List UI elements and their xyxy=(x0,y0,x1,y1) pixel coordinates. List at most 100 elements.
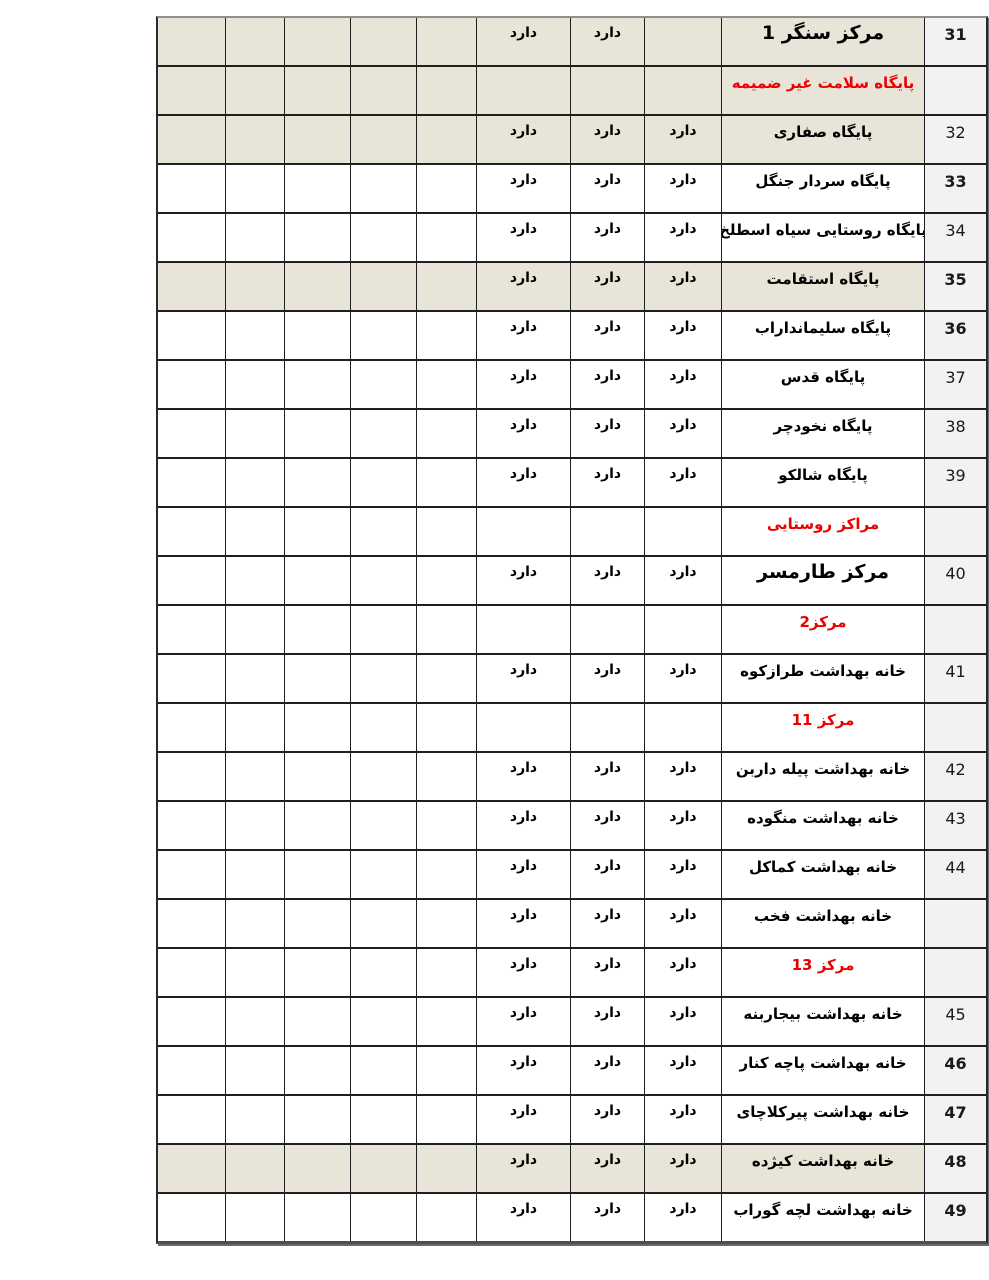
empty-cell xyxy=(417,1047,476,1094)
status-cell: دارد xyxy=(645,655,721,702)
facility-name-cell: مرکز طارمسر xyxy=(722,557,924,604)
empty-cell xyxy=(226,1145,284,1192)
empty-cell xyxy=(351,214,416,261)
empty-cell xyxy=(226,557,284,604)
empty-cell xyxy=(351,606,416,653)
empty-cell xyxy=(285,459,350,506)
empty-cell xyxy=(158,410,225,457)
empty-cell xyxy=(417,18,476,65)
empty-cell xyxy=(158,655,225,702)
empty-cell xyxy=(351,802,416,849)
empty-cell xyxy=(417,165,476,212)
status-cell: دارد xyxy=(477,1047,570,1094)
empty-cell xyxy=(226,214,284,261)
status-cell: دارد xyxy=(571,949,644,996)
empty-cell xyxy=(226,263,284,310)
status-cell xyxy=(571,704,644,751)
empty-cell xyxy=(226,116,284,163)
empty-cell xyxy=(158,900,225,947)
facility-name-cell: مرکز سنگر 1 xyxy=(722,18,924,65)
empty-cell xyxy=(351,704,416,751)
empty-cell xyxy=(285,312,350,359)
health-facilities-table: 31 مرکز سنگر 1 دارد دارد پایگاه سلامت غی… xyxy=(156,16,988,1244)
facility-name-cell: خانه بهداشت پاچه کنار xyxy=(722,1047,924,1094)
row-number-cell: 35 xyxy=(925,263,986,310)
status-cell: دارد xyxy=(645,165,721,212)
empty-cell xyxy=(226,459,284,506)
empty-cell xyxy=(226,998,284,1045)
empty-cell xyxy=(226,165,284,212)
status-cell: دارد xyxy=(645,1194,721,1241)
empty-cell xyxy=(158,802,225,849)
empty-cell xyxy=(226,655,284,702)
status-cell: دارد xyxy=(571,165,644,212)
empty-cell xyxy=(226,900,284,947)
empty-cell xyxy=(285,949,350,996)
empty-cell xyxy=(285,557,350,604)
status-cell: دارد xyxy=(645,557,721,604)
status-cell: دارد xyxy=(477,410,570,457)
empty-cell xyxy=(417,214,476,261)
facility-name-cell: پایگاه نخودچر xyxy=(722,410,924,457)
status-cell: دارد xyxy=(477,263,570,310)
empty-cell xyxy=(417,459,476,506)
status-cell: دارد xyxy=(571,410,644,457)
empty-cell xyxy=(285,753,350,800)
empty-cell xyxy=(285,263,350,310)
status-cell: دارد xyxy=(477,214,570,261)
status-cell xyxy=(477,67,570,114)
row-number-cell xyxy=(925,606,986,653)
row-number-cell xyxy=(925,949,986,996)
empty-cell xyxy=(285,606,350,653)
status-cell: دارد xyxy=(571,1047,644,1094)
empty-cell xyxy=(158,459,225,506)
empty-cell xyxy=(226,67,284,114)
status-cell xyxy=(645,508,721,555)
row-number-cell: 36 xyxy=(925,312,986,359)
empty-cell xyxy=(417,949,476,996)
empty-cell xyxy=(351,1194,416,1241)
empty-cell xyxy=(417,606,476,653)
empty-cell xyxy=(226,704,284,751)
empty-cell xyxy=(158,263,225,310)
facility-name-cell: خانه بهداشت کیژده xyxy=(722,1145,924,1192)
row-number-cell: 48 xyxy=(925,1145,986,1192)
row-number-cell xyxy=(925,704,986,751)
row-number-cell: 33 xyxy=(925,165,986,212)
empty-cell xyxy=(351,851,416,898)
empty-cell xyxy=(226,361,284,408)
empty-cell xyxy=(285,1194,350,1241)
facility-name-cell: خانه بهداشت لچه گوراب xyxy=(722,1194,924,1241)
empty-cell xyxy=(417,998,476,1045)
status-cell: دارد xyxy=(477,165,570,212)
empty-cell xyxy=(158,312,225,359)
status-cell xyxy=(645,18,721,65)
empty-cell xyxy=(158,508,225,555)
empty-cell xyxy=(285,410,350,457)
status-cell: دارد xyxy=(477,1145,570,1192)
facility-name-cell: خانه بهداشت بیجاربنه xyxy=(722,998,924,1045)
status-cell: دارد xyxy=(645,214,721,261)
row-number-cell: 46 xyxy=(925,1047,986,1094)
empty-cell xyxy=(417,312,476,359)
empty-cell xyxy=(226,753,284,800)
empty-cell xyxy=(351,753,416,800)
status-cell: دارد xyxy=(645,312,721,359)
status-cell xyxy=(477,508,570,555)
status-cell: دارد xyxy=(571,1194,644,1241)
empty-cell xyxy=(417,263,476,310)
status-cell xyxy=(645,606,721,653)
empty-cell xyxy=(417,704,476,751)
empty-cell xyxy=(285,1145,350,1192)
empty-cell xyxy=(351,312,416,359)
row-number-cell: 45 xyxy=(925,998,986,1045)
empty-cell xyxy=(158,1145,225,1192)
status-cell xyxy=(645,67,721,114)
status-cell: دارد xyxy=(645,998,721,1045)
facility-name-cell: مرکز2 xyxy=(722,606,924,653)
row-number-cell xyxy=(925,508,986,555)
status-cell xyxy=(571,606,644,653)
status-cell: دارد xyxy=(645,410,721,457)
empty-cell xyxy=(417,1194,476,1241)
empty-cell xyxy=(417,851,476,898)
